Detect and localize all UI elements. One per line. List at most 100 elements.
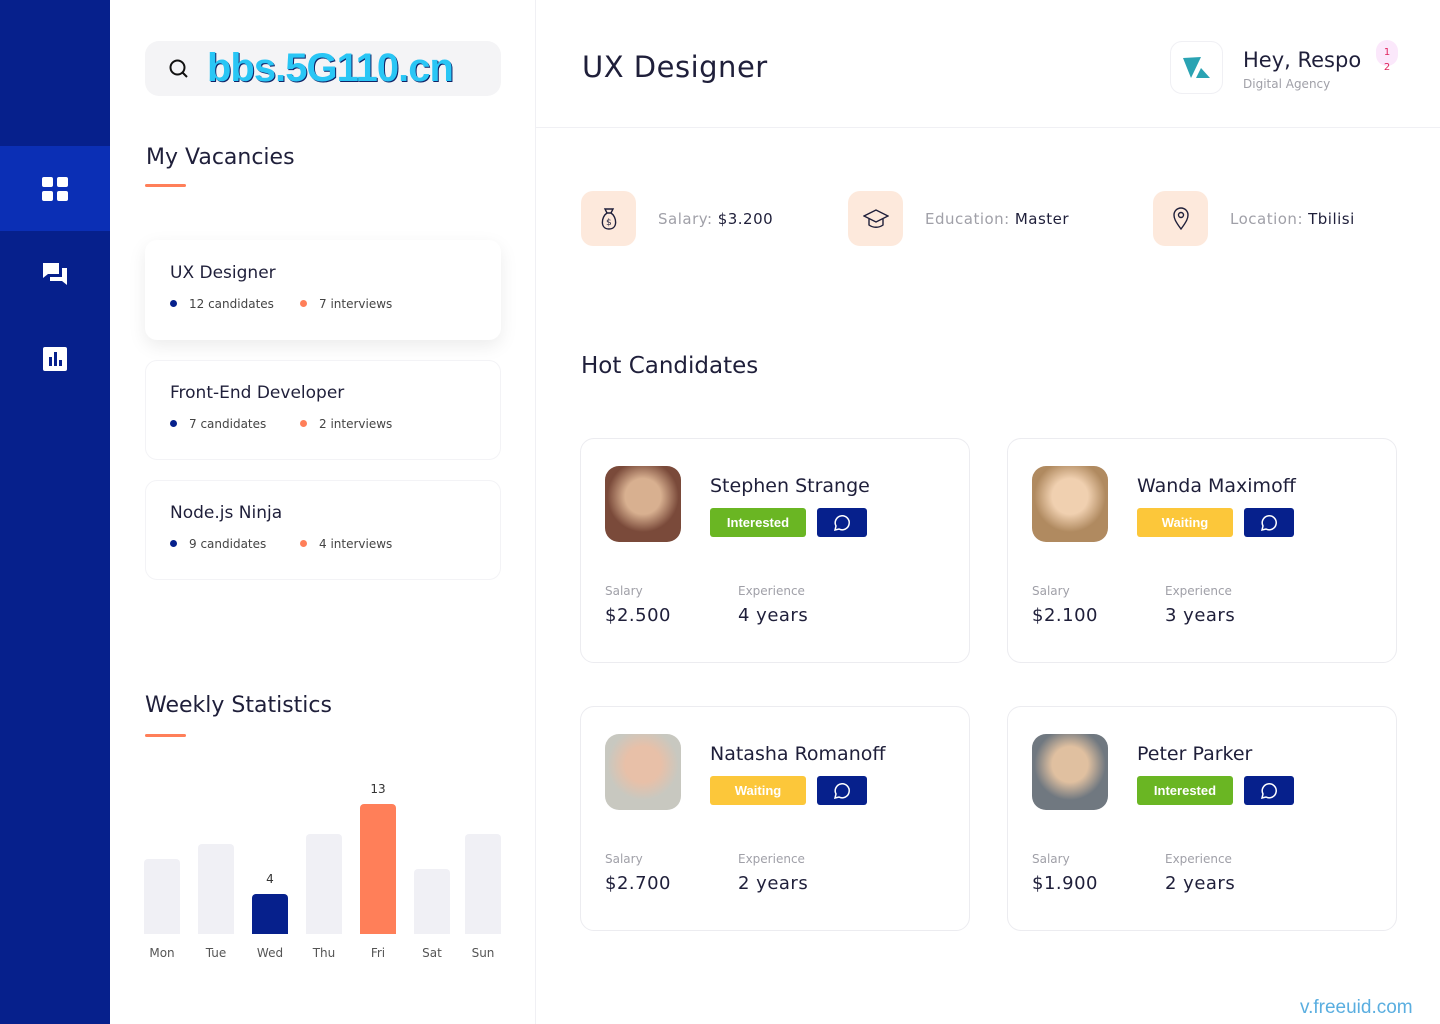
dashboard-icon xyxy=(42,176,68,201)
candidate-name: Natasha Romanoff xyxy=(710,743,886,765)
message-button[interactable] xyxy=(817,508,867,537)
avatar xyxy=(605,734,681,810)
x-tick-label: Sat xyxy=(422,946,442,960)
vacancy-title: UX Designer xyxy=(170,263,276,283)
avatar xyxy=(1032,734,1108,810)
nav-statistics[interactable] xyxy=(0,316,110,401)
message-button[interactable] xyxy=(1244,776,1294,805)
data-label-wed: 4 xyxy=(266,872,274,886)
vacancy-card[interactable]: UX Designer 12 candidates 7 interviews xyxy=(145,240,501,340)
avatar xyxy=(605,466,681,542)
greeting: Hey, Respo xyxy=(1243,48,1362,72)
candidates-count: 12 candidates xyxy=(189,297,274,311)
search-input[interactable]: bbs.5G110.cn xyxy=(145,41,501,96)
experience-value: 2 years xyxy=(1165,873,1236,894)
company-logo[interactable] xyxy=(1170,41,1223,94)
salary-value: $2.500 xyxy=(605,605,671,626)
info-label: Location: xyxy=(1230,209,1303,228)
bar-fri[interactable] xyxy=(360,804,396,934)
candidate-card[interactable]: Wanda Maximoff Waiting Salary Experience… xyxy=(1007,438,1397,663)
x-tick-label: Thu xyxy=(312,946,336,960)
message-icon xyxy=(833,782,850,799)
status-badge[interactable]: Interested xyxy=(1137,776,1233,805)
x-tick-label: Mon xyxy=(149,946,175,960)
experience-label: Experience xyxy=(738,852,805,866)
x-tick-label: Wed xyxy=(256,946,284,960)
avatar xyxy=(1032,466,1108,542)
message-button[interactable] xyxy=(1244,508,1294,537)
info-value: $3.200 xyxy=(717,209,774,228)
salary-value: $1.900 xyxy=(1032,873,1098,894)
info-salary: $ Salary: $3.200 xyxy=(581,191,773,246)
bar-sat[interactable] xyxy=(414,869,450,934)
title-underline xyxy=(145,734,186,737)
x-tick-label: Tue xyxy=(205,946,227,960)
info-label: Education: xyxy=(925,209,1010,228)
vacancy-title: Front-End Developer xyxy=(170,383,345,403)
bar-thu[interactable] xyxy=(306,834,342,934)
message-icon xyxy=(1260,514,1277,531)
salary-label: Salary xyxy=(1032,852,1070,866)
bar-mon[interactable] xyxy=(144,859,180,934)
message-icon xyxy=(1260,782,1277,799)
candidate-card[interactable]: Stephen Strange Interested Salary Experi… xyxy=(580,438,970,663)
interviews-count: 7 interviews xyxy=(319,297,393,311)
experience-label: Experience xyxy=(738,584,805,598)
status-badge[interactable]: Interested xyxy=(710,508,806,537)
bar-sun[interactable] xyxy=(465,834,501,934)
chart-icon xyxy=(43,346,67,371)
hot-candidates-title: Hot Candidates xyxy=(581,353,759,379)
watermark: v.freeuid.com xyxy=(1300,997,1413,1018)
notif-count: 2 xyxy=(1383,62,1391,73)
status-badge[interactable]: Waiting xyxy=(1137,508,1233,537)
weekly-bar-chart: Mon Tue 4 Wed Thu 13 Fri Sat Sun xyxy=(110,760,536,980)
graduation-cap-icon xyxy=(862,208,889,228)
experience-label: Experience xyxy=(1165,584,1232,598)
message-button[interactable] xyxy=(817,776,867,805)
candidate-card[interactable]: Peter Parker Interested Salary Experienc… xyxy=(1007,706,1397,931)
data-label-fri: 13 xyxy=(370,782,386,796)
info-education: Education: Master xyxy=(848,191,1069,246)
location-pin-icon xyxy=(1172,206,1189,230)
vacancies-title: My Vacancies xyxy=(146,145,295,170)
vacancy-card[interactable]: Node.js Ninja 9 candidates 4 interviews xyxy=(145,480,501,580)
candidate-card[interactable]: Natasha Romanoff Waiting Salary Experien… xyxy=(580,706,970,931)
x-tick-label: Sun xyxy=(471,946,495,960)
info-location: Location: Tbilisi xyxy=(1153,191,1355,246)
bar-wed[interactable] xyxy=(252,894,288,934)
money-bag-icon: $ xyxy=(601,207,616,230)
candidate-name: Peter Parker xyxy=(1137,743,1253,765)
nav-dashboard[interactable] xyxy=(0,146,110,231)
vacancy-title: Node.js Ninja xyxy=(170,503,283,523)
x-tick-label: Fri xyxy=(370,946,386,960)
info-value: Master xyxy=(1014,209,1070,228)
experience-label: Experience xyxy=(1165,852,1232,866)
message-icon xyxy=(833,514,850,531)
dot-icon xyxy=(170,540,177,547)
dot-icon xyxy=(300,540,307,547)
salary-value: $2.100 xyxy=(1032,605,1098,626)
vacancy-card[interactable]: Front-End Developer 7 candidates 2 inter… xyxy=(145,360,501,460)
dot-icon xyxy=(170,420,177,427)
title-underline xyxy=(145,184,186,187)
candidates-count: 9 candidates xyxy=(189,537,267,551)
svg-text:$: $ xyxy=(606,218,612,228)
left-panel: bbs.5G110.cn My Vacancies Weekly Statist… xyxy=(110,0,536,1024)
sidebar-nav xyxy=(0,0,110,1024)
bar-tue[interactable] xyxy=(198,844,234,934)
info-value: Tbilisi xyxy=(1308,209,1355,228)
nav-messages[interactable] xyxy=(0,231,110,316)
info-label: Salary: xyxy=(658,209,713,228)
page-title: UX Designer xyxy=(582,50,768,84)
interviews-count: 2 interviews xyxy=(319,417,393,431)
status-badge[interactable]: Waiting xyxy=(710,776,806,805)
chat-icon xyxy=(43,262,67,285)
salary-value: $2.700 xyxy=(605,873,671,894)
salary-label: Salary xyxy=(605,852,643,866)
dot-icon xyxy=(170,300,177,307)
user-subtitle: Digital Agency xyxy=(1243,77,1331,91)
logo-icon xyxy=(1182,56,1210,78)
candidate-name: Wanda Maximoff xyxy=(1137,475,1296,497)
